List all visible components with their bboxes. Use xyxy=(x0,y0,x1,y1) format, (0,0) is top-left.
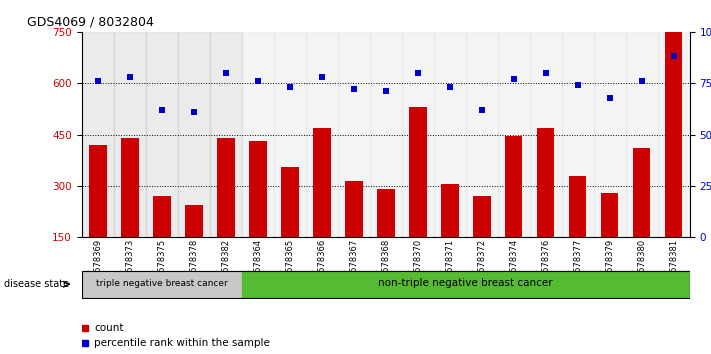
Point xyxy=(252,78,264,84)
Bar xyxy=(281,167,299,237)
Bar xyxy=(306,32,338,237)
Bar xyxy=(82,270,242,298)
Bar xyxy=(505,136,523,237)
Point xyxy=(668,54,680,59)
Point xyxy=(636,78,648,84)
Bar xyxy=(473,196,491,237)
Point xyxy=(540,70,552,76)
Point xyxy=(188,109,199,115)
Point xyxy=(604,95,616,101)
Bar xyxy=(114,32,146,237)
Bar xyxy=(466,32,498,237)
Bar xyxy=(601,193,619,237)
Bar xyxy=(153,196,171,237)
Bar xyxy=(530,32,562,237)
Point xyxy=(80,325,91,330)
Bar xyxy=(569,176,587,237)
Bar xyxy=(626,32,658,237)
Bar xyxy=(562,32,594,237)
Bar xyxy=(498,32,530,237)
Bar xyxy=(402,32,434,237)
Bar xyxy=(313,128,331,237)
Point xyxy=(124,74,135,80)
Point xyxy=(476,107,487,113)
Text: non-triple negative breast cancer: non-triple negative breast cancer xyxy=(378,279,553,289)
Bar xyxy=(242,270,690,298)
Point xyxy=(316,74,327,80)
Bar xyxy=(82,32,114,237)
Bar xyxy=(370,32,402,237)
Bar xyxy=(217,138,235,237)
Bar xyxy=(377,189,395,237)
Text: percentile rank within the sample: percentile rank within the sample xyxy=(94,338,270,348)
Point xyxy=(348,86,359,92)
Bar xyxy=(665,32,683,237)
Bar xyxy=(185,205,203,237)
Point xyxy=(444,85,455,90)
Point xyxy=(156,107,168,113)
Point xyxy=(380,88,391,94)
Text: disease state: disease state xyxy=(4,279,69,289)
Text: count: count xyxy=(94,322,124,332)
Point xyxy=(284,85,296,90)
Bar xyxy=(441,184,459,237)
Bar xyxy=(345,181,363,237)
Text: GDS4069 / 8032804: GDS4069 / 8032804 xyxy=(27,16,154,29)
Bar xyxy=(242,32,274,237)
Bar xyxy=(633,148,651,237)
Bar xyxy=(121,138,139,237)
Point xyxy=(92,78,104,84)
Bar xyxy=(594,32,626,237)
Point xyxy=(412,70,424,76)
Bar xyxy=(434,32,466,237)
Point xyxy=(572,82,583,88)
Bar xyxy=(274,32,306,237)
Point xyxy=(508,76,519,82)
Bar xyxy=(249,141,267,237)
Bar xyxy=(537,128,555,237)
Bar xyxy=(178,32,210,237)
Point xyxy=(80,341,91,346)
Bar xyxy=(338,32,370,237)
Bar xyxy=(89,145,107,237)
Point xyxy=(220,70,232,76)
Bar xyxy=(658,32,690,237)
Text: triple negative breast cancer: triple negative breast cancer xyxy=(96,279,228,288)
Bar xyxy=(210,32,242,237)
Bar xyxy=(146,32,178,237)
Bar xyxy=(409,107,427,237)
